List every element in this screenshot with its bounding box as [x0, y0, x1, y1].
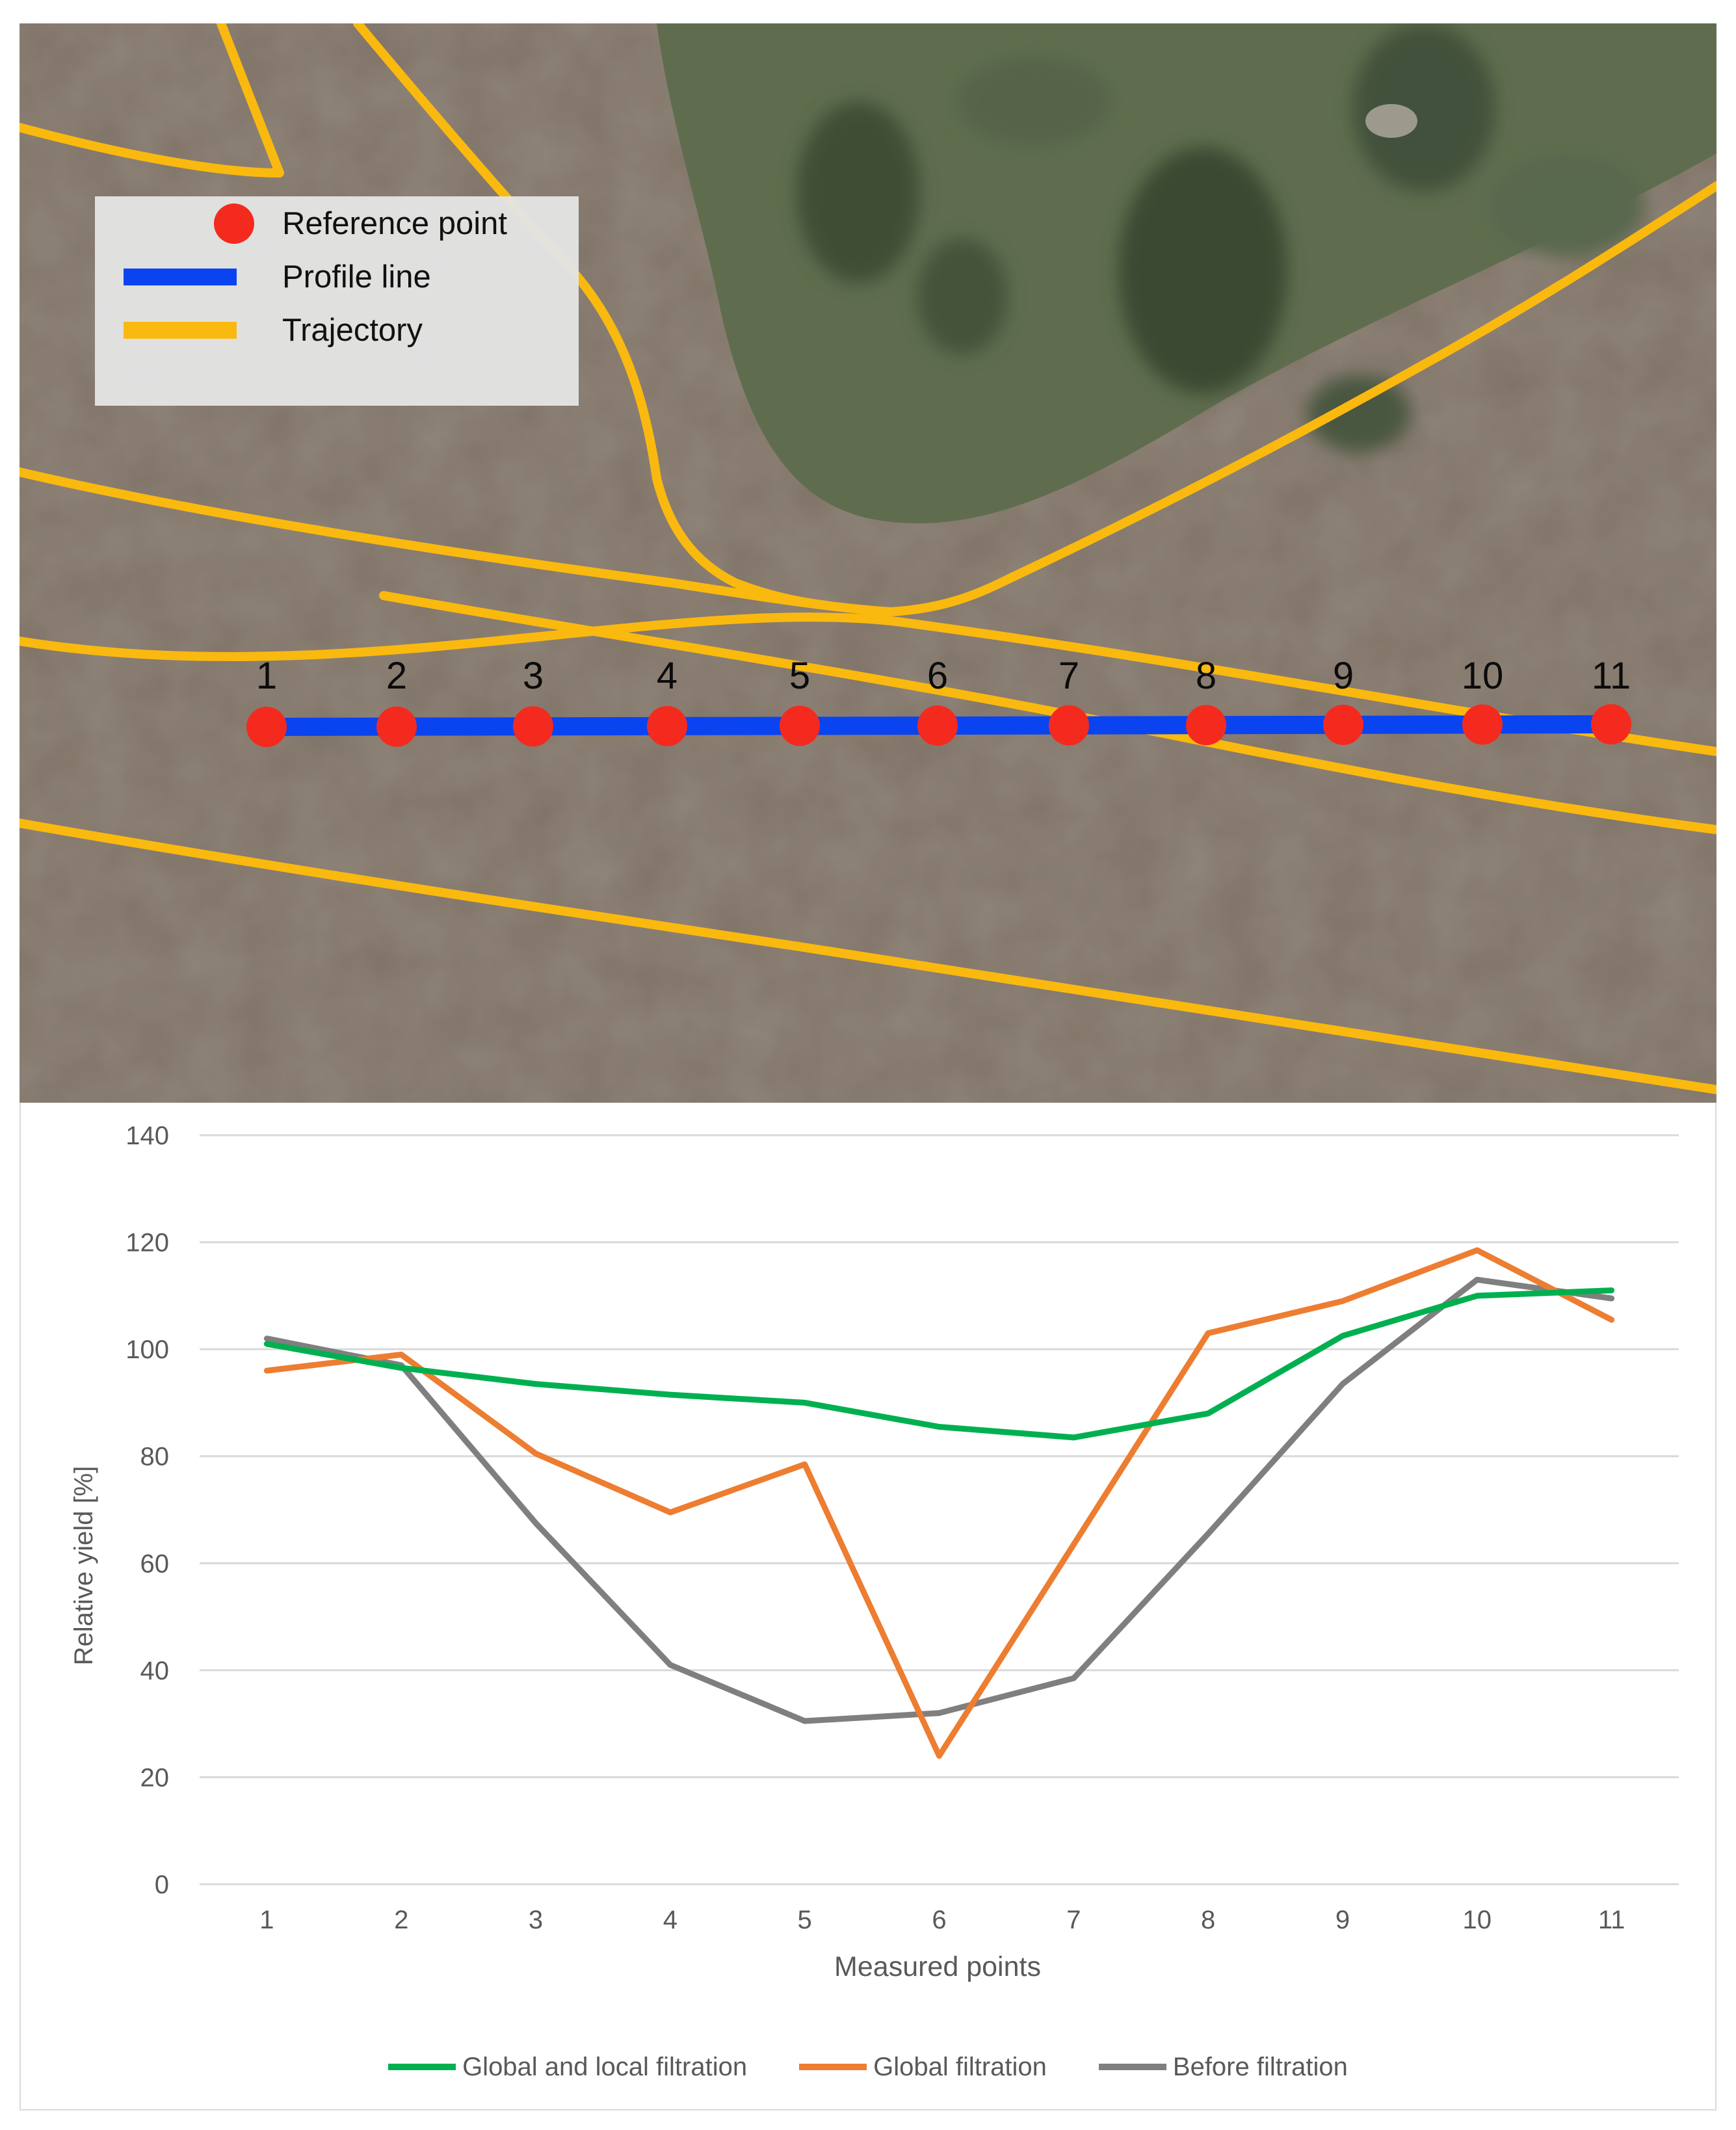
- y-axis-title: Relative yield [%]: [70, 1466, 98, 1666]
- point-label-3: 3: [522, 655, 544, 697]
- map-legend: Reference point Profile line Trajectory: [95, 196, 579, 406]
- legend-label-global-and-local-filtration: Global and local filtration: [462, 2052, 748, 2081]
- x-tick-label-9: 9: [1335, 1906, 1350, 1934]
- y-tick-label-20: 20: [140, 1763, 170, 1792]
- x-tick-label-11: 11: [1598, 1906, 1625, 1934]
- reference-point-5: [780, 705, 820, 746]
- legend-label-global-filtration: Global filtration: [873, 2052, 1047, 2081]
- reference-point-6: [917, 705, 958, 746]
- series-line-global-filtration: [263, 1247, 1615, 1759]
- point-label-4: 4: [656, 655, 678, 697]
- x-tick-label-2: 2: [394, 1906, 408, 1934]
- reference-points: [246, 704, 1631, 747]
- legend-label-before-filtration: Before filtration: [1172, 2052, 1348, 2081]
- y-axis-ticks: 0 20 40 60 80 100 120 140: [125, 1122, 169, 1899]
- chart-canvas: 0 20 40 60 80 100 120 140 1 2 3 4 5 6 7 8 9 10 11 Relativ…: [70, 1122, 1679, 1982]
- x-tick-label-1: 1: [259, 1906, 274, 1934]
- reference-point-1: [246, 706, 287, 747]
- point-label-10: 10: [1461, 655, 1504, 697]
- legend-label-profile-line: Profile line: [282, 259, 431, 295]
- orange-line-icon: [124, 322, 237, 339]
- x-tick-label-7: 7: [1066, 1906, 1081, 1934]
- y-tick-label-60: 60: [140, 1549, 170, 1578]
- point-label-11: 11: [1591, 655, 1631, 697]
- x-tick-label-10: 10: [1463, 1906, 1492, 1934]
- reference-point-2: [376, 706, 417, 747]
- series-line-global-and-local-filtration: [263, 1287, 1615, 1441]
- orange-line-icon: [799, 2064, 867, 2070]
- gray-line-icon: [1098, 2064, 1166, 2070]
- y-tick-label-120: 120: [125, 1229, 169, 1257]
- x-axis-ticks: 1 2 3 4 5 6 7 8 9 10 11: [259, 1906, 1625, 1934]
- trajectory-lines: [20, 23, 1716, 1094]
- reference-point-10: [1462, 704, 1503, 745]
- x-tick-label-3: 3: [529, 1906, 543, 1934]
- legend-item-trajectory: Trajectory: [95, 304, 579, 356]
- reference-point-8: [1186, 705, 1226, 746]
- legend-item-profile-line: Profile line: [95, 251, 579, 303]
- legend-item-reference-point: Reference point: [95, 198, 579, 250]
- point-label-8: 8: [1195, 655, 1217, 697]
- y-tick-label-140: 140: [125, 1122, 169, 1150]
- red-dot-icon: [214, 204, 254, 244]
- aerial-map-canvas: [20, 23, 1716, 1103]
- point-label-1: 1: [256, 655, 278, 697]
- y-tick-label-80: 80: [140, 1443, 170, 1471]
- point-label-9: 9: [1332, 655, 1354, 697]
- tree-clusters: [796, 23, 1645, 453]
- y-tick-label-40: 40: [140, 1657, 170, 1685]
- reference-point-11: [1591, 704, 1631, 745]
- x-tick-label-4: 4: [663, 1906, 677, 1934]
- point-label-2: 2: [386, 655, 408, 697]
- legend-label-reference-point: Reference point: [282, 206, 507, 241]
- gridlines: [200, 1134, 1679, 1886]
- point-label-5: 5: [789, 655, 811, 697]
- green-line-icon: [388, 2064, 456, 2070]
- reference-point-4: [647, 705, 687, 746]
- reference-point-3: [513, 706, 553, 747]
- chart-legend: Global and local filtration Global filtr…: [21, 2044, 1715, 2090]
- legend-item-before-filtration: Before filtration: [1098, 2052, 1348, 2082]
- yield-chart: 0 20 40 60 80 100 120 140 1 2 3 4 5 6 7 8 9 10 11 Relativ…: [20, 1103, 1716, 2110]
- y-tick-label-100: 100: [125, 1335, 169, 1364]
- series-lines: [263, 1247, 1615, 1759]
- x-tick-label-5: 5: [798, 1906, 812, 1934]
- blue-line-icon: [124, 269, 237, 285]
- y-tick-label-0: 0: [155, 1871, 169, 1899]
- series-line-before-filtration: [263, 1276, 1615, 1724]
- x-tick-label-6: 6: [932, 1906, 946, 1934]
- reference-point-9: [1323, 704, 1363, 745]
- legend-label-trajectory: Trajectory: [282, 313, 423, 348]
- legend-item-global-filtration: Global filtration: [799, 2053, 1047, 2082]
- x-tick-label-8: 8: [1201, 1906, 1215, 1934]
- x-axis-title: Measured points: [834, 1951, 1041, 1982]
- aerial-map: 1 2 3 4 5 6 7 8 9 10 11 Reference point Profile li…: [20, 23, 1716, 1103]
- legend-item-global-and-local-filtration: Global and local filtration: [388, 2053, 747, 2082]
- reference-point-7: [1049, 705, 1089, 746]
- point-label-6: 6: [927, 655, 949, 697]
- point-label-7: 7: [1058, 655, 1080, 697]
- bright-patch: [1365, 104, 1417, 138]
